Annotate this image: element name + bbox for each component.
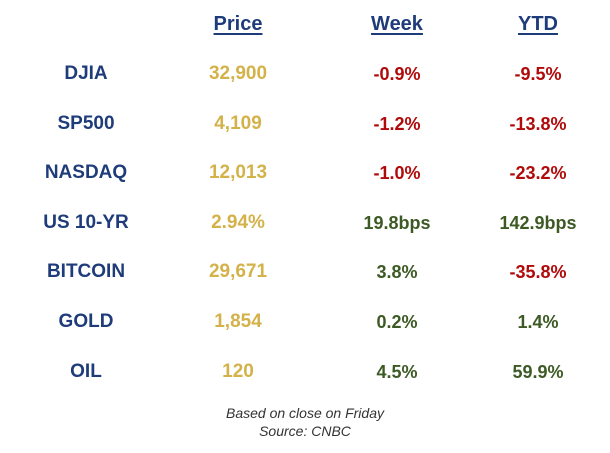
- week-change: -1.2%: [373, 114, 421, 134]
- table-header-row: Price Week YTD: [0, 8, 610, 40]
- asset-price: 32,900: [208, 63, 268, 84]
- table-row: NASDAQ 12,013 -1.0% -23.2%: [0, 157, 610, 189]
- price-column-header: Price: [213, 13, 263, 35]
- table-row: DJIA 32,900 -0.9% -9.5%: [0, 58, 610, 90]
- week-change: -1.0%: [373, 163, 421, 183]
- ytd-change: -35.8%: [509, 262, 567, 282]
- week-change: 0.2%: [376, 312, 418, 332]
- asset-price: 120: [222, 361, 254, 382]
- week-change: 19.8bps: [363, 213, 431, 233]
- asset-name: GOLD: [58, 311, 114, 332]
- week-change: 3.8%: [376, 262, 418, 282]
- ytd-column-header: YTD: [518, 13, 558, 35]
- ytd-change: 1.4%: [517, 312, 559, 332]
- table-row: US 10-YR 2.94% 19.8bps 142.9bps: [0, 207, 610, 239]
- ytd-change: 59.9%: [512, 362, 564, 382]
- table-row: SP500 4,109 -1.2% -13.8%: [0, 108, 610, 140]
- table-row: GOLD 1,854 0.2% 1.4%: [0, 306, 610, 338]
- asset-price: 2.94%: [211, 212, 265, 233]
- asset-name: SP500: [57, 113, 115, 134]
- asset-name: OIL: [70, 361, 102, 382]
- source-note: Based on close on Friday Source: CNBC: [0, 404, 610, 440]
- asset-price: 12,013: [208, 162, 268, 183]
- table-row: BITCOIN 29,671 3.8% -35.8%: [0, 256, 610, 288]
- footer-basis-note: Based on close on Friday: [226, 405, 384, 421]
- asset-name: DJIA: [64, 63, 108, 84]
- week-change: -0.9%: [373, 64, 421, 84]
- ytd-change: -23.2%: [509, 163, 567, 183]
- ytd-change: 142.9bps: [499, 213, 577, 233]
- asset-price: 29,671: [208, 261, 268, 282]
- table-row: OIL 120 4.5% 59.9%: [0, 356, 610, 388]
- asset-name: BITCOIN: [46, 261, 126, 282]
- asset-name: US 10-YR: [43, 212, 129, 233]
- ytd-change: -9.5%: [514, 64, 562, 84]
- week-change: 4.5%: [376, 362, 418, 382]
- asset-price: 4,109: [214, 113, 262, 134]
- week-column-header: Week: [371, 13, 423, 35]
- ytd-change: -13.8%: [509, 114, 567, 134]
- asset-price: 1,854: [214, 311, 262, 332]
- asset-name: NASDAQ: [44, 162, 128, 183]
- footer-source-note: Source: CNBC: [259, 423, 351, 439]
